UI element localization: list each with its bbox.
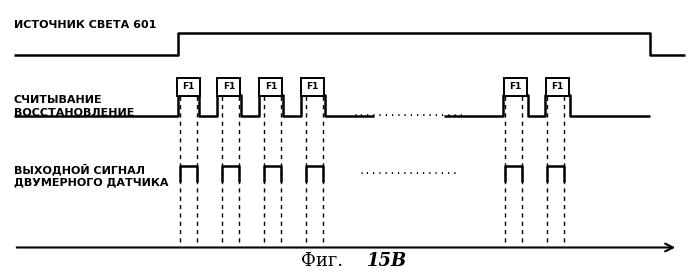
Text: F1: F1: [265, 82, 277, 90]
FancyBboxPatch shape: [217, 78, 240, 96]
Text: F1: F1: [510, 82, 521, 90]
FancyBboxPatch shape: [546, 78, 569, 96]
FancyBboxPatch shape: [504, 78, 527, 96]
FancyBboxPatch shape: [259, 78, 282, 96]
FancyBboxPatch shape: [301, 78, 324, 96]
Text: ..................: ..................: [353, 108, 465, 118]
Text: F1: F1: [307, 82, 319, 90]
Text: СЧИТЫВАНИЕ
ВОССТАНОВЛЕНИЕ: СЧИТЫВАНИЕ ВОССТАНОВЛЕНИЕ: [14, 95, 134, 118]
Text: ИСТОЧНИК СВЕТА 601: ИСТОЧНИК СВЕТА 601: [14, 20, 157, 30]
Text: ................: ................: [359, 166, 459, 176]
Text: Фиг.: Фиг.: [301, 252, 343, 270]
Text: F1: F1: [223, 82, 235, 90]
Text: F1: F1: [182, 82, 195, 90]
FancyBboxPatch shape: [178, 78, 200, 96]
Text: F1: F1: [552, 82, 563, 90]
Text: 15В: 15В: [367, 252, 408, 270]
Text: ВЫХОДНОЙ СИГНАЛ
ДВУМЕРНОГО ДАТЧИКА: ВЫХОДНОЙ СИГНАЛ ДВУМЕРНОГО ДАТЧИКА: [14, 163, 168, 188]
